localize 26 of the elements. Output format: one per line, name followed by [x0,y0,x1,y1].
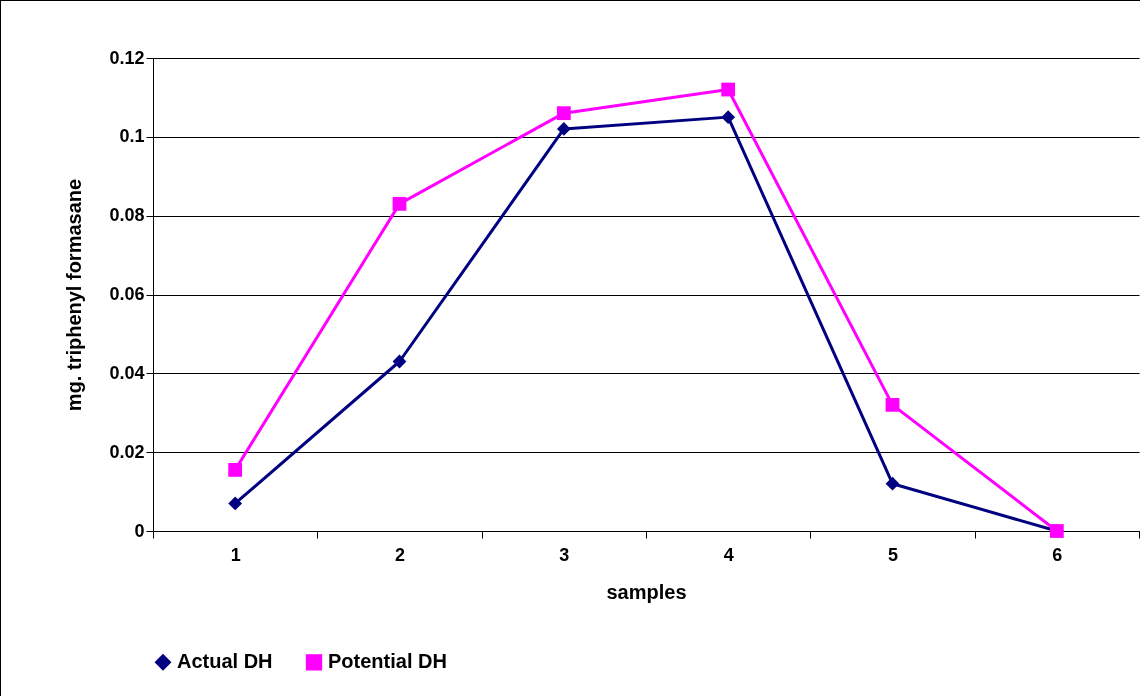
y-tick-label: 0.08 [109,205,145,226]
x-tick-label: 3 [559,544,570,565]
x-tick-label: 5 [887,544,899,565]
point [228,496,243,511]
x-tick-label: 6 [1052,544,1063,565]
y-tick-label: 0 [134,520,145,541]
legend-label: Actual DH [177,650,273,673]
point [721,82,736,97]
point [721,110,736,125]
point [556,122,571,136]
y-tick-label: 0.1 [119,126,145,147]
x-axis-title: samples [606,580,687,603]
legend-label: Potential DH [328,650,447,673]
y-tick-label: 0.02 [109,441,145,462]
x-tick-label: 1 [230,544,241,565]
y-tick-label: 0.04 [109,362,145,383]
x-tick-label: 4 [723,544,734,565]
point [556,106,571,121]
point [885,476,900,491]
x-tick-label: 2 [394,544,406,565]
point [885,397,900,412]
y-tick-label: 0.12 [109,47,145,68]
y-axis-title: mg. triphenyl formasane [63,178,86,412]
y-tick-label: 0.06 [109,284,145,304]
point [392,196,407,211]
point [228,463,243,477]
